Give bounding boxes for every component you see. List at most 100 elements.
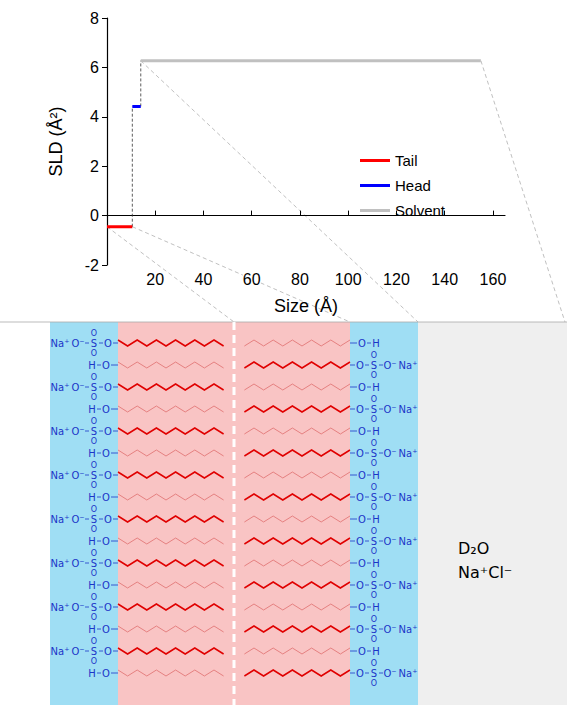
svg-text:Na⁺: Na⁺	[399, 624, 418, 635]
svg-text:O: O	[356, 448, 364, 459]
svg-text:O⁻: O⁻	[71, 646, 84, 657]
svg-text:O: O	[102, 624, 110, 635]
svg-text:SLD (Å²): SLD (Å²)	[46, 106, 66, 176]
svg-text:O⁻: O⁻	[383, 668, 396, 679]
svg-text:O⁻: O⁻	[383, 624, 396, 635]
svg-text:S: S	[371, 492, 377, 503]
svg-text:O: O	[91, 549, 97, 558]
svg-text:O: O	[371, 503, 377, 512]
svg-text:O: O	[91, 481, 97, 490]
svg-text:O: O	[356, 536, 364, 547]
svg-text:Na⁺: Na⁺	[51, 602, 70, 613]
svg-text:S: S	[371, 404, 377, 415]
svg-text:Na⁺: Na⁺	[51, 558, 70, 569]
svg-text:160: 160	[480, 271, 507, 288]
svg-text:S: S	[91, 470, 97, 481]
svg-text:100: 100	[335, 271, 362, 288]
svg-text:O: O	[371, 351, 377, 360]
svg-text:O⁻: O⁻	[383, 536, 396, 547]
svg-text:Size (Å): Size (Å)	[274, 296, 338, 316]
svg-text:O: O	[104, 382, 112, 393]
svg-text:O: O	[91, 393, 97, 402]
svg-text:S: S	[371, 668, 377, 679]
svg-text:O: O	[356, 624, 364, 635]
svg-text:H: H	[88, 448, 96, 459]
svg-text:O: O	[104, 514, 112, 525]
svg-text:O: O	[371, 591, 377, 600]
svg-text:O: O	[371, 483, 377, 492]
svg-text:O: O	[356, 580, 364, 591]
svg-text:Head: Head	[395, 177, 431, 194]
svg-text:O: O	[371, 439, 377, 448]
svg-text:O: O	[356, 668, 364, 679]
svg-text:O: O	[104, 558, 112, 569]
svg-text:O: O	[371, 615, 377, 624]
svg-text:O: O	[358, 558, 366, 569]
svg-text:O: O	[102, 536, 110, 547]
svg-text:Na⁺: Na⁺	[51, 646, 70, 657]
svg-text:O: O	[91, 505, 97, 514]
svg-text:S: S	[91, 558, 97, 569]
svg-text:Na⁺: Na⁺	[51, 338, 70, 349]
svg-text:O: O	[371, 571, 377, 580]
svg-text:S: S	[91, 426, 97, 437]
svg-text:O: O	[102, 492, 110, 503]
svg-text:20: 20	[146, 271, 164, 288]
svg-text:O: O	[91, 461, 97, 470]
svg-text:S: S	[91, 514, 97, 525]
svg-text:O: O	[91, 593, 97, 602]
svg-text:O: O	[371, 547, 377, 556]
svg-text:O: O	[358, 338, 366, 349]
svg-text:O: O	[371, 527, 377, 536]
svg-text:H: H	[88, 360, 96, 371]
svg-text:6: 6	[90, 59, 99, 76]
svg-text:O: O	[102, 580, 110, 591]
svg-text:O: O	[356, 492, 364, 503]
svg-text:H: H	[88, 580, 96, 591]
svg-text:80: 80	[291, 271, 309, 288]
svg-text:Tail: Tail	[395, 152, 418, 169]
svg-text:O: O	[104, 338, 112, 349]
svg-text:8: 8	[90, 10, 99, 27]
svg-text:O: O	[358, 514, 366, 525]
svg-text:S: S	[371, 580, 377, 591]
svg-text:H: H	[88, 492, 96, 503]
svg-text:H: H	[372, 646, 380, 657]
svg-text:O: O	[91, 329, 97, 338]
svg-text:Na⁺: Na⁺	[399, 360, 418, 371]
svg-text:O: O	[102, 448, 110, 459]
svg-text:O: O	[104, 426, 112, 437]
svg-text:O: O	[102, 668, 110, 679]
svg-text:O: O	[91, 657, 97, 666]
svg-text:O: O	[358, 426, 366, 437]
svg-text:60: 60	[243, 271, 261, 288]
svg-text:O: O	[371, 395, 377, 404]
svg-text:H: H	[372, 470, 380, 481]
svg-text:O: O	[91, 417, 97, 426]
svg-text:H: H	[372, 514, 380, 525]
svg-text:O⁻: O⁻	[71, 338, 84, 349]
svg-text:S: S	[371, 536, 377, 547]
svg-text:O: O	[358, 646, 366, 657]
svg-text:O⁻: O⁻	[383, 580, 396, 591]
svg-text:O: O	[371, 415, 377, 424]
svg-text:H: H	[88, 624, 96, 635]
svg-text:H: H	[372, 602, 380, 613]
svg-text:O: O	[91, 569, 97, 578]
svg-text:S: S	[371, 448, 377, 459]
svg-text:O: O	[358, 470, 366, 481]
svg-text:O: O	[356, 360, 364, 371]
svg-text:120: 120	[383, 271, 410, 288]
svg-text:H: H	[372, 558, 380, 569]
svg-text:Na⁺: Na⁺	[51, 426, 70, 437]
svg-text:O: O	[91, 349, 97, 358]
svg-text:H: H	[88, 536, 96, 547]
svg-text:O: O	[371, 635, 377, 644]
svg-text:O⁻: O⁻	[383, 360, 396, 371]
svg-text:O: O	[371, 679, 377, 688]
svg-text:H: H	[88, 404, 96, 415]
svg-text:S: S	[371, 360, 377, 371]
svg-text:Na⁺: Na⁺	[399, 668, 418, 679]
svg-text:4: 4	[90, 108, 99, 125]
svg-text:O: O	[104, 470, 112, 481]
